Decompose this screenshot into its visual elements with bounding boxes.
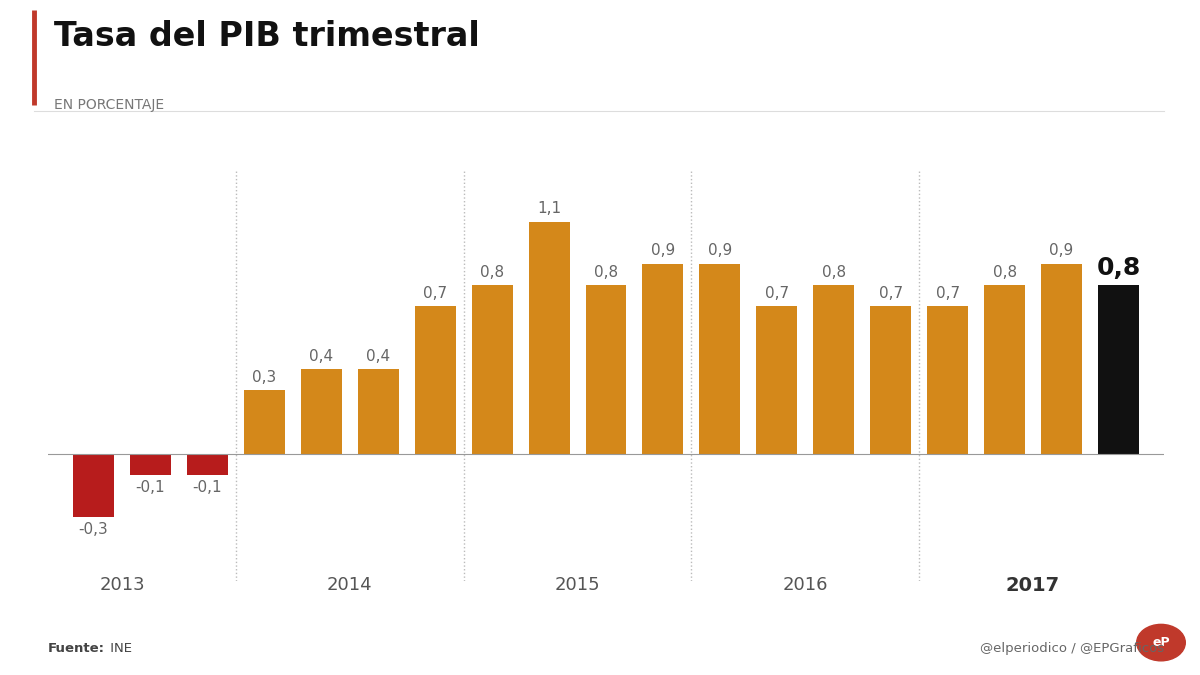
Text: @elperiodico / @EPGraficos: @elperiodico / @EPGraficos xyxy=(980,642,1164,655)
Text: Tasa del PIB trimestral: Tasa del PIB trimestral xyxy=(54,20,480,53)
Text: 0,7: 0,7 xyxy=(936,286,960,301)
Bar xyxy=(130,454,170,475)
Text: 0,4: 0,4 xyxy=(310,349,334,364)
Bar xyxy=(472,285,512,454)
Bar xyxy=(187,454,228,475)
Bar xyxy=(1098,285,1139,454)
Text: 0,8: 0,8 xyxy=(594,265,618,279)
Text: 2017: 2017 xyxy=(1006,576,1060,595)
Text: 0,8: 0,8 xyxy=(480,265,504,279)
Text: INE: INE xyxy=(106,642,132,655)
Bar xyxy=(700,264,740,454)
Bar xyxy=(244,390,284,454)
Bar xyxy=(870,306,911,454)
Text: 2016: 2016 xyxy=(782,576,828,594)
Text: 2013: 2013 xyxy=(100,576,145,594)
Circle shape xyxy=(1136,624,1186,661)
Bar xyxy=(984,285,1025,454)
Text: -0,3: -0,3 xyxy=(79,522,108,537)
Text: 2015: 2015 xyxy=(554,576,600,594)
Bar xyxy=(301,369,342,454)
Text: -0,1: -0,1 xyxy=(136,480,166,495)
Text: -0,1: -0,1 xyxy=(193,480,222,495)
Bar xyxy=(928,306,968,454)
Text: Fuente:: Fuente: xyxy=(48,642,106,655)
Bar xyxy=(73,454,114,517)
Text: 0,4: 0,4 xyxy=(366,349,390,364)
Bar xyxy=(642,264,684,454)
Text: 0,8: 0,8 xyxy=(822,265,846,279)
Text: 0,7: 0,7 xyxy=(424,286,448,301)
Bar xyxy=(358,369,398,454)
Bar xyxy=(756,306,797,454)
Text: 1,1: 1,1 xyxy=(536,201,562,216)
Text: 0,8: 0,8 xyxy=(1097,256,1140,279)
Text: 2014: 2014 xyxy=(326,576,372,594)
Text: 0,7: 0,7 xyxy=(878,286,902,301)
Bar xyxy=(586,285,626,454)
Text: 0,9: 0,9 xyxy=(650,244,676,259)
Bar xyxy=(528,221,570,454)
Bar xyxy=(1042,264,1082,454)
Bar xyxy=(415,306,456,454)
Text: 0,7: 0,7 xyxy=(764,286,788,301)
Text: eP: eP xyxy=(1152,636,1170,649)
Text: EN PORCENTAJE: EN PORCENTAJE xyxy=(54,98,164,112)
Text: 0,9: 0,9 xyxy=(708,244,732,259)
Bar xyxy=(814,285,854,454)
Text: 0,3: 0,3 xyxy=(252,370,276,385)
Text: 0,8: 0,8 xyxy=(992,265,1016,279)
Text: 0,9: 0,9 xyxy=(1049,244,1074,259)
